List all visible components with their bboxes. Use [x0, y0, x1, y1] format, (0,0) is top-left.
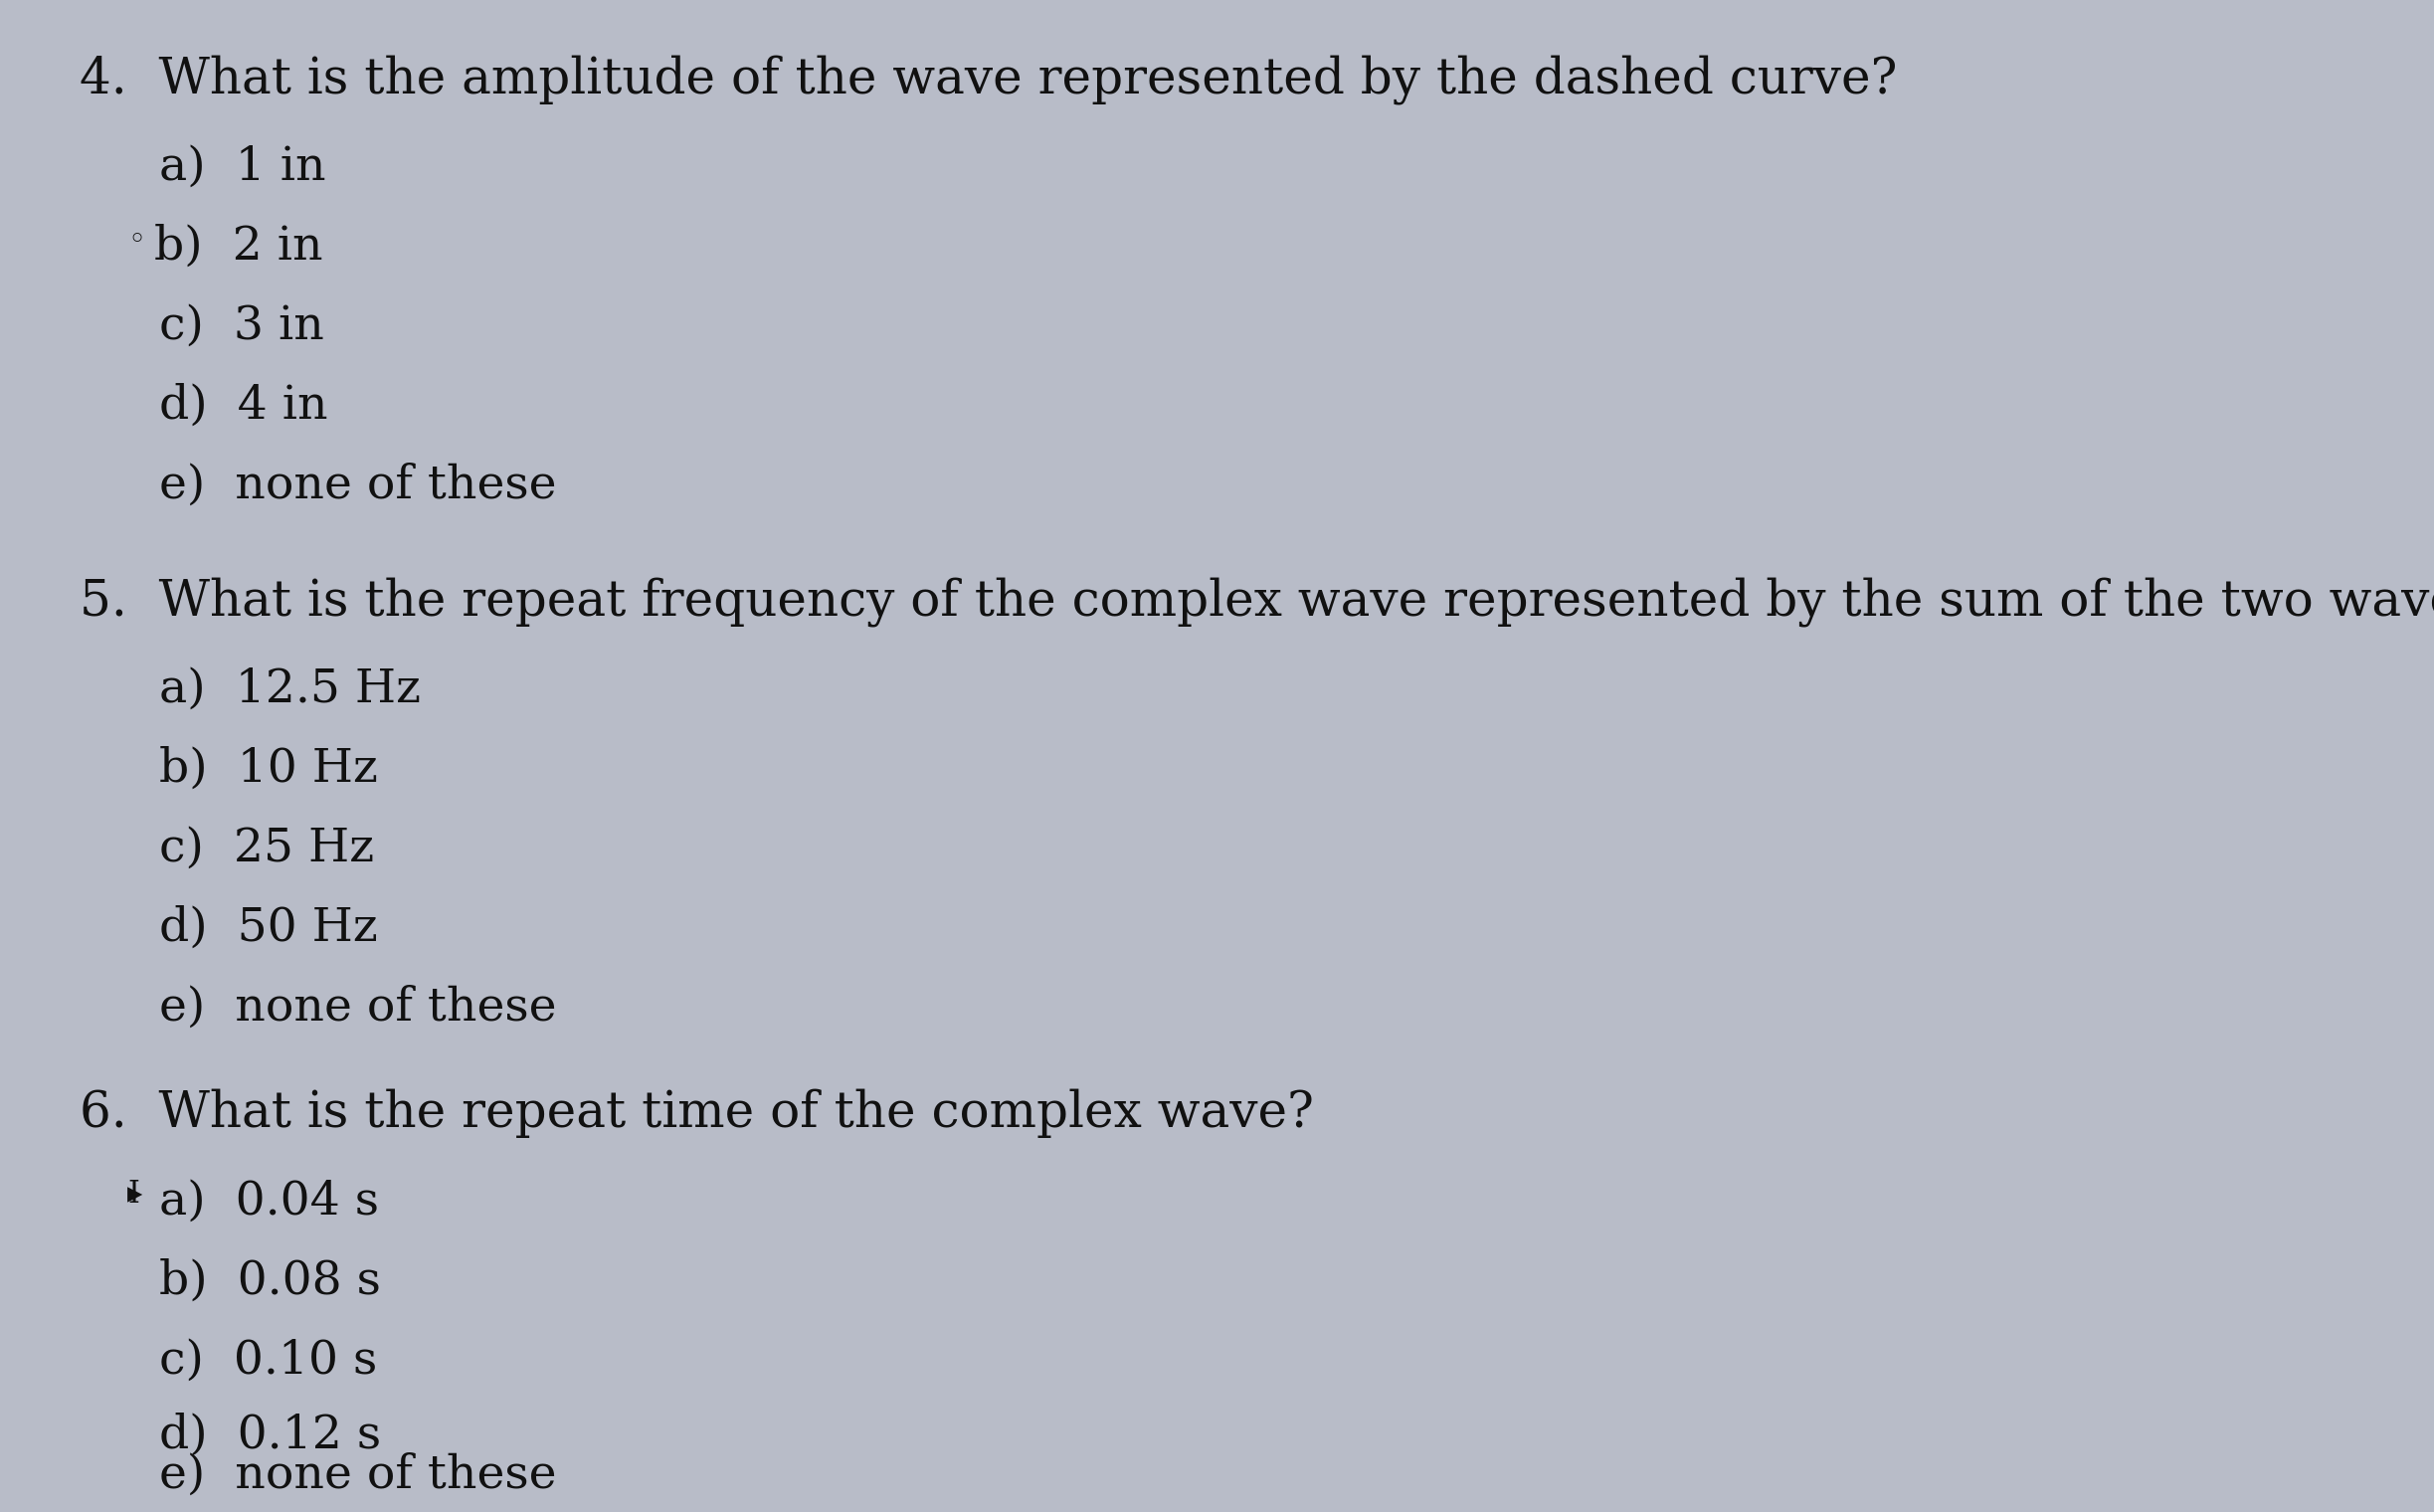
Text: a)  12.5 Hz: a) 12.5 Hz [158, 667, 421, 712]
Text: ◦: ◦ [127, 224, 146, 254]
Text: d)  0.12 s: d) 0.12 s [158, 1412, 382, 1458]
Text: I: I [127, 1179, 139, 1210]
Text: c)  0.10 s: c) 0.10 s [158, 1338, 377, 1383]
Text: b)  10 Hz: b) 10 Hz [158, 745, 377, 791]
Text: b)  0.08 s: b) 0.08 s [158, 1258, 380, 1303]
Text: a)  1 in: a) 1 in [158, 144, 326, 189]
Text: d)  4 in: d) 4 in [158, 383, 329, 428]
Text: 5.  What is the repeat frequency of the complex wave represented by the sum of t: 5. What is the repeat frequency of the c… [80, 578, 2434, 626]
Text: e)  none of these: e) none of these [158, 1453, 557, 1497]
Text: 4.  What is the amplitude of the wave represented by the dashed curve?: 4. What is the amplitude of the wave rep… [80, 54, 1896, 104]
Text: c)  25 Hz: c) 25 Hz [158, 826, 375, 871]
Text: d)  50 Hz: d) 50 Hz [158, 906, 377, 950]
Text: a)  0.04 s: a) 0.04 s [158, 1179, 380, 1223]
Text: 6.  What is the repeat time of the complex wave?: 6. What is the repeat time of the comple… [80, 1089, 1314, 1139]
Text: b)  2 in: b) 2 in [153, 224, 324, 269]
Text: e)  none of these: e) none of these [158, 984, 557, 1030]
Text: ▸: ▸ [127, 1179, 144, 1210]
Text: e)  none of these: e) none of these [158, 463, 557, 508]
Text: c)  3 in: c) 3 in [158, 304, 324, 348]
